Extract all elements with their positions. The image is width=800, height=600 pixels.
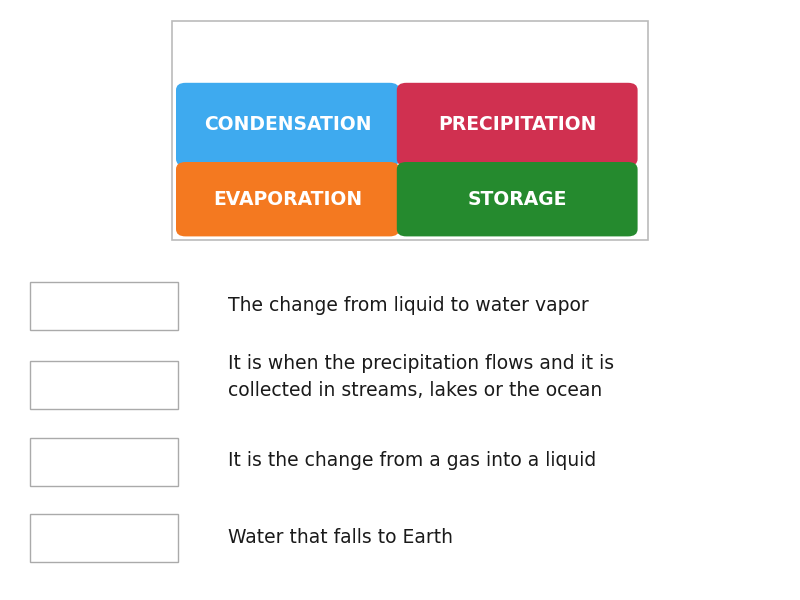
FancyBboxPatch shape xyxy=(30,514,178,562)
FancyBboxPatch shape xyxy=(397,83,638,166)
FancyBboxPatch shape xyxy=(30,438,178,486)
Text: PRECIPITATION: PRECIPITATION xyxy=(438,115,596,134)
Text: Water that falls to Earth: Water that falls to Earth xyxy=(228,528,453,547)
FancyBboxPatch shape xyxy=(176,83,399,166)
Text: It is the change from a gas into a liquid: It is the change from a gas into a liqui… xyxy=(228,451,596,470)
Text: STORAGE: STORAGE xyxy=(467,190,567,209)
FancyBboxPatch shape xyxy=(30,361,178,409)
FancyBboxPatch shape xyxy=(30,282,178,330)
Text: It is when the precipitation flows and it is
collected in streams, lakes or the : It is when the precipitation flows and i… xyxy=(228,354,614,400)
Text: CONDENSATION: CONDENSATION xyxy=(204,115,371,134)
Text: The change from liquid to water vapor: The change from liquid to water vapor xyxy=(228,296,589,315)
FancyBboxPatch shape xyxy=(176,162,399,236)
FancyBboxPatch shape xyxy=(397,162,638,236)
Text: EVAPORATION: EVAPORATION xyxy=(213,190,362,209)
FancyBboxPatch shape xyxy=(172,21,648,240)
